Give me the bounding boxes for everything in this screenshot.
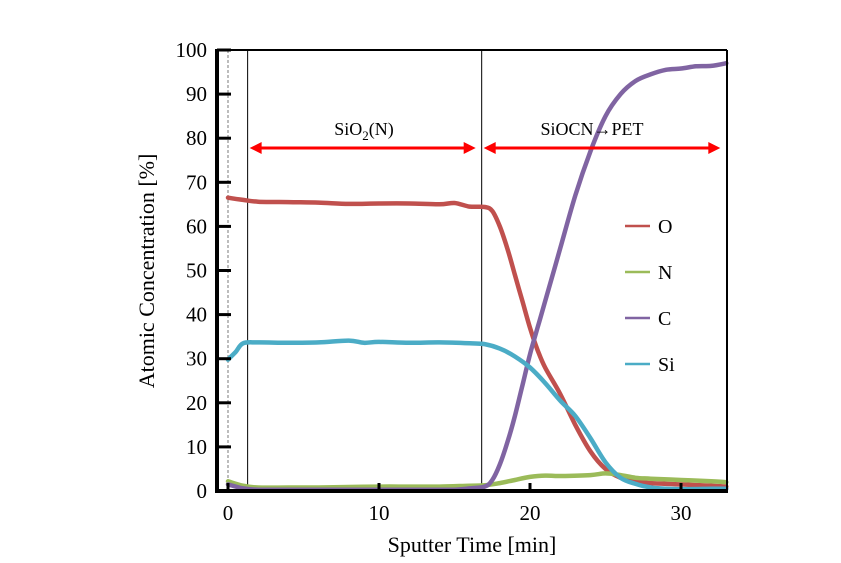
y-tick-label-70: 70 [186,170,207,194]
arrow-head-left-1 [483,142,496,154]
series-lines [225,60,729,493]
legend-label-c: C [658,308,671,330]
x-tick-label-0: 0 [223,501,234,525]
arrow-head-right-1 [708,142,721,154]
arrow-head-right-0 [463,142,476,154]
region-boundaries [227,50,483,491]
y-tick-label-10: 10 [186,435,207,459]
y-tick-label-100: 100 [176,38,208,62]
x-tick-label-20: 20 [520,501,541,525]
series-line-c [225,60,729,493]
series-line-si [225,338,729,492]
legend-label-n: N [658,262,672,284]
legend-label-si: Si [658,354,675,376]
axes [215,48,728,493]
y-tick-label-80: 80 [186,126,207,150]
x-tick-labels: 0 10 20 30 [223,501,692,525]
y-tick-label-30: 30 [186,347,207,371]
y-tick-label-20: 20 [186,391,207,415]
y-tick-label-40: 40 [186,303,207,327]
arrow-head-left-0 [249,142,262,154]
y-tick-label-50: 50 [186,259,207,283]
y-tick-label-0: 0 [197,479,208,503]
legend: O N C Si [625,216,675,376]
y-tick-labels: 0 10 20 30 40 50 60 70 80 90 100 [176,38,208,503]
x-tick-label-30: 30 [671,501,692,525]
y-tick-label-90: 90 [186,82,207,106]
annotation-siocn-pet: SiOCN→PET [540,119,643,139]
annotation-sio2n: SiO2(N) [334,119,394,143]
x-axis-title: Sputter Time [min] [388,532,557,557]
legend-label-o: O [658,216,672,238]
y-tick-label-60: 60 [186,214,207,238]
region-annotations: SiO2(N) SiOCN→PET [249,119,721,154]
y-axis-title: Atomic Concentration [%] [134,154,159,389]
x-tick-label-10: 10 [369,501,390,525]
